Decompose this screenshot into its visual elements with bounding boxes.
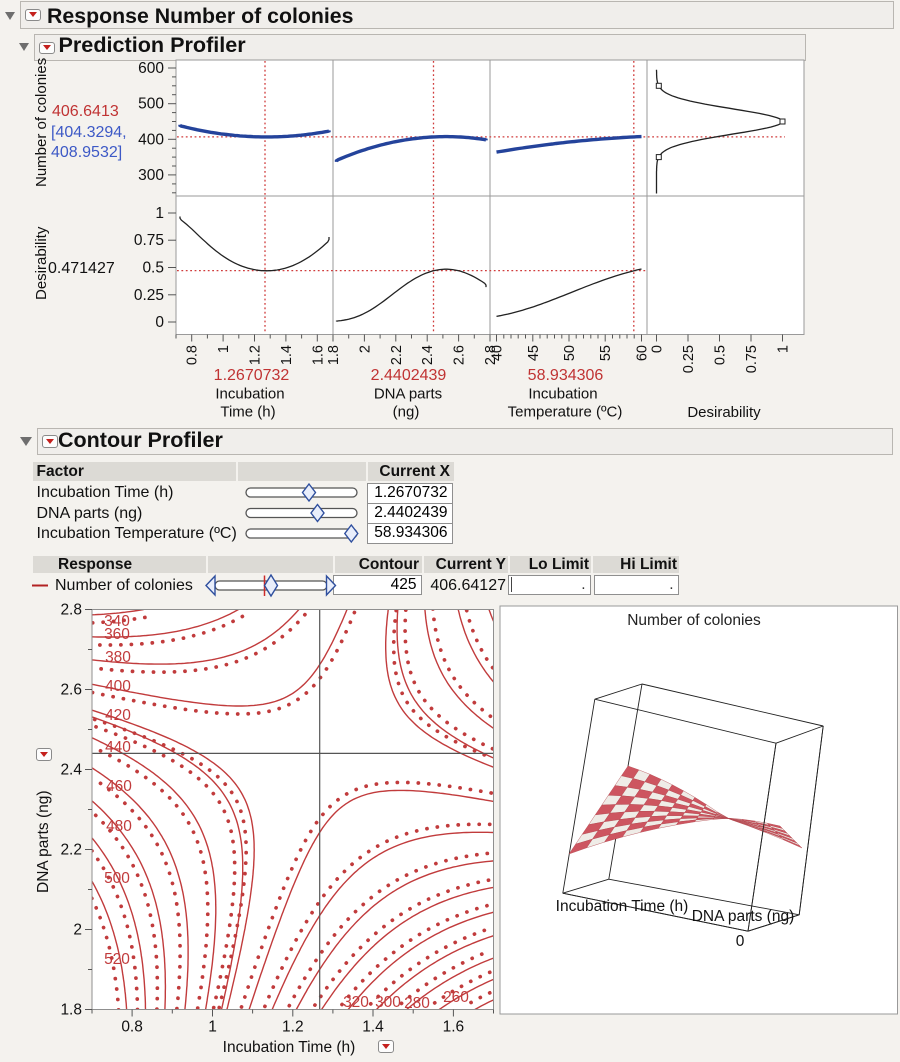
svg-text:Desirability: Desirability	[687, 404, 761, 421]
svg-text:1.6: 1.6	[310, 345, 326, 365]
svg-text:DNA parts (ng): DNA parts (ng)	[35, 790, 52, 893]
svg-text:0: 0	[650, 345, 666, 353]
svg-text:460: 460	[106, 778, 132, 795]
svg-text:Incubation Time (h): Incubation Time (h)	[223, 1039, 356, 1056]
svg-text:40: 40	[490, 345, 506, 361]
svg-text:440: 440	[105, 739, 131, 756]
svg-text:380: 380	[105, 649, 131, 666]
svg-text:1.2: 1.2	[248, 345, 264, 365]
svg-text:300: 300	[138, 167, 164, 184]
svg-text:Time (h): Time (h)	[220, 404, 275, 421]
svg-text:2.8: 2.8	[483, 345, 499, 365]
svg-text:0.25: 0.25	[681, 345, 697, 373]
svg-text:1.4: 1.4	[279, 345, 295, 365]
svg-text:Number of colonies: Number of colonies	[33, 58, 50, 187]
svg-text:420: 420	[105, 707, 131, 724]
svg-text:1.8: 1.8	[60, 1002, 82, 1019]
svg-text:2.8: 2.8	[60, 602, 82, 619]
svg-text:45: 45	[526, 345, 542, 361]
svg-text:1: 1	[208, 1019, 217, 1036]
svg-text:2.4402439: 2.4402439	[371, 367, 447, 384]
svg-text:500: 500	[104, 870, 130, 887]
svg-text:480: 480	[106, 818, 132, 835]
svg-text:Temperature (ºC): Temperature (ºC)	[508, 404, 623, 421]
svg-text:400: 400	[138, 131, 164, 148]
svg-text:1: 1	[216, 345, 232, 353]
svg-text:260: 260	[443, 989, 469, 1006]
svg-text:2: 2	[73, 922, 82, 939]
svg-text:(ng): (ng)	[393, 404, 420, 421]
svg-text:Desirability: Desirability	[33, 226, 50, 300]
svg-text:600: 600	[138, 60, 164, 77]
svg-text:360: 360	[104, 626, 130, 643]
svg-text:1.6: 1.6	[443, 1019, 465, 1036]
svg-text:58.934306: 58.934306	[528, 367, 604, 384]
svg-text:2.6: 2.6	[60, 682, 82, 699]
svg-text:0.8: 0.8	[121, 1019, 143, 1036]
svg-text:2: 2	[357, 345, 373, 353]
svg-text:Number of colonies: Number of colonies	[627, 612, 761, 629]
svg-text:2.2: 2.2	[60, 842, 82, 859]
svg-text:300: 300	[375, 994, 401, 1011]
svg-text:2.4: 2.4	[420, 345, 436, 365]
svg-text:1: 1	[776, 345, 792, 353]
svg-text:DNA parts (ng): DNA parts (ng)	[692, 908, 795, 925]
svg-text:1.2: 1.2	[282, 1019, 304, 1036]
svg-text:0.5: 0.5	[713, 345, 729, 365]
svg-text:Incubation: Incubation	[528, 386, 597, 403]
svg-text:60: 60	[635, 345, 651, 361]
svg-text:400: 400	[105, 678, 131, 695]
svg-text:0.75: 0.75	[134, 232, 164, 249]
svg-text:2.4: 2.4	[60, 762, 82, 779]
svg-text:0.5: 0.5	[142, 260, 164, 277]
svg-text:280: 280	[404, 995, 430, 1012]
svg-text:500: 500	[138, 96, 164, 113]
svg-text:1.4: 1.4	[362, 1019, 384, 1036]
svg-text:0: 0	[736, 933, 745, 950]
svg-text:0.75: 0.75	[744, 345, 760, 373]
svg-text:55: 55	[598, 345, 614, 361]
svg-text:1: 1	[155, 205, 164, 222]
svg-text:0: 0	[155, 314, 164, 331]
svg-text:0.25: 0.25	[134, 287, 164, 304]
svg-text:DNA parts: DNA parts	[374, 386, 442, 403]
svg-text:0.8: 0.8	[185, 345, 201, 365]
svg-text:2.6: 2.6	[452, 345, 468, 365]
svg-text:Incubation Time (h): Incubation Time (h)	[556, 898, 689, 915]
svg-text:2.2: 2.2	[389, 345, 405, 365]
svg-text:Incubation: Incubation	[215, 386, 284, 403]
svg-text:1.8: 1.8	[326, 345, 342, 365]
svg-text:520: 520	[104, 951, 130, 968]
svg-text:1.2670732: 1.2670732	[214, 367, 290, 384]
svg-text:320: 320	[343, 994, 369, 1011]
svg-text:50: 50	[562, 345, 578, 361]
svg-text:340: 340	[104, 613, 130, 630]
